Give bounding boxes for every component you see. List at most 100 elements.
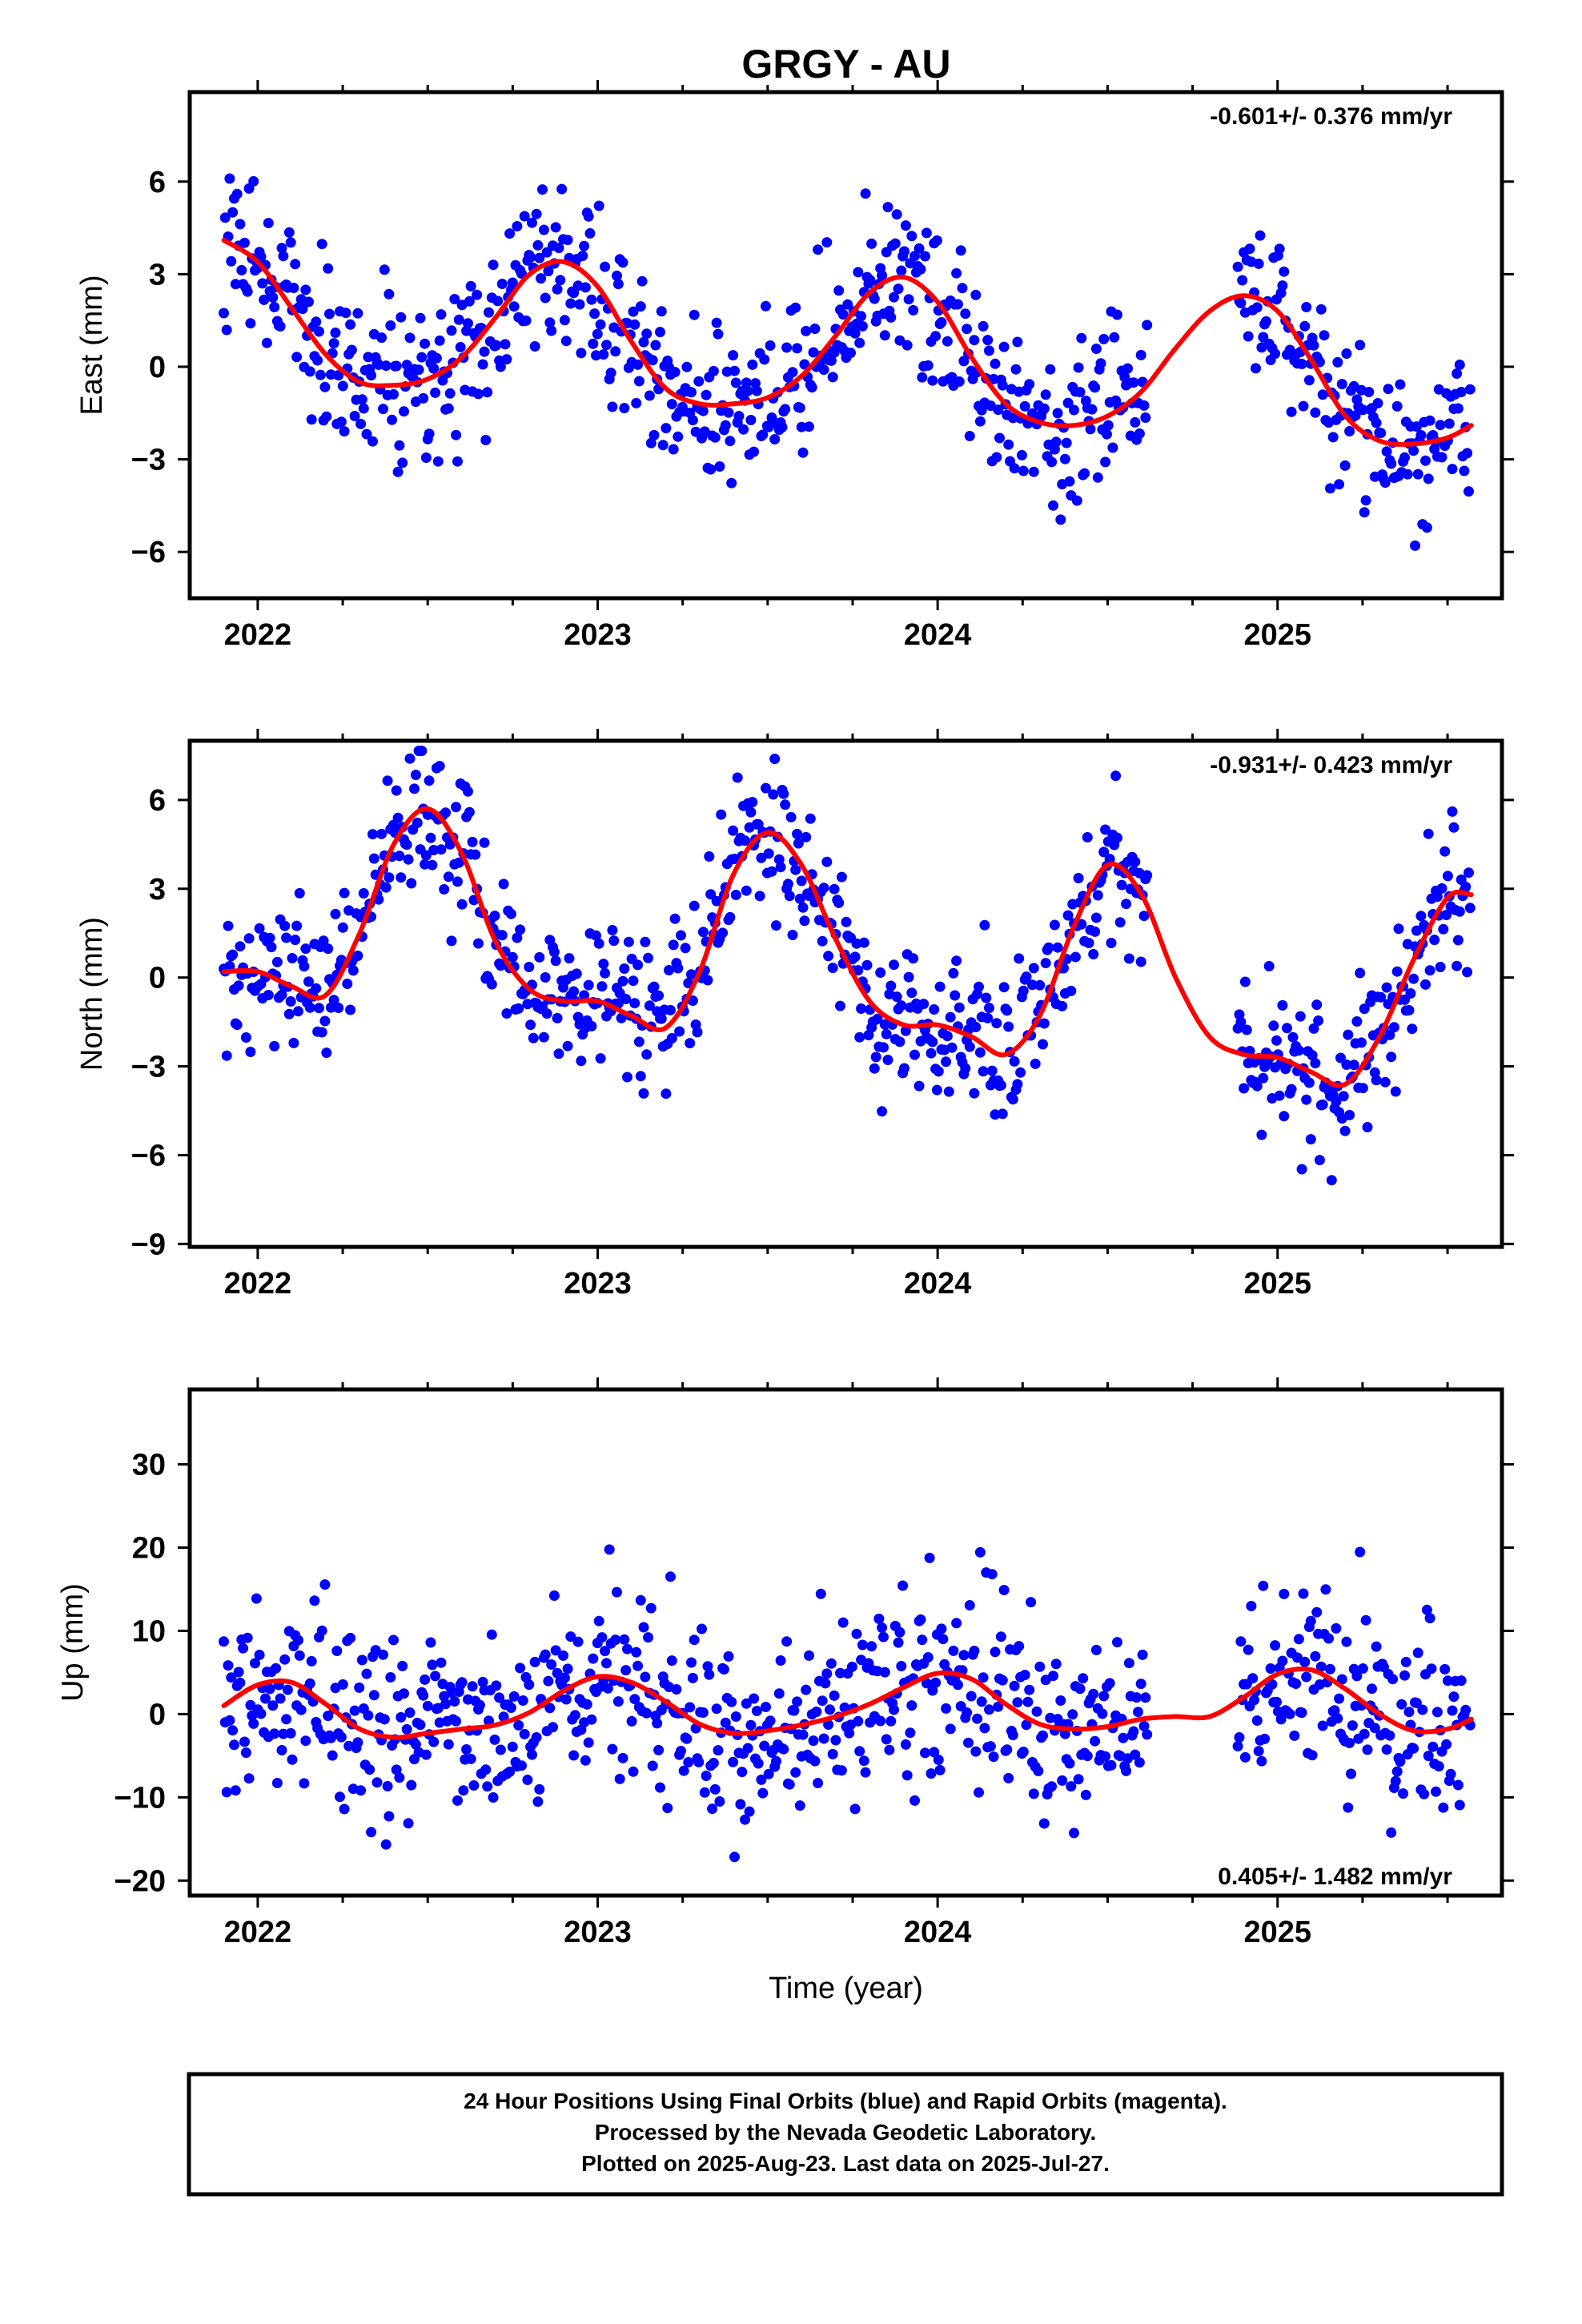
data-point [648, 429, 660, 440]
data-point [345, 319, 356, 330]
data-point [860, 188, 871, 199]
data-point [686, 387, 697, 398]
data-point [1438, 1802, 1449, 1813]
data-point [926, 1047, 937, 1059]
data-point [1270, 1640, 1281, 1651]
data-point [440, 1699, 452, 1710]
data-point [1291, 1679, 1302, 1689]
data-point [1331, 1096, 1342, 1107]
data-point [945, 1723, 956, 1735]
data-point [693, 1756, 705, 1767]
data-point [1121, 899, 1132, 910]
data-point [972, 1713, 983, 1724]
footer-frame [187, 2072, 1504, 2197]
data-point [453, 857, 464, 868]
data-point [990, 358, 1001, 369]
data-point [894, 1036, 905, 1047]
data-point [1082, 1751, 1093, 1762]
data-point [330, 328, 341, 338]
data-point [790, 1767, 801, 1778]
data-point [629, 998, 640, 1009]
data-point [565, 1631, 576, 1642]
data-point [725, 911, 736, 923]
data-point [781, 342, 793, 353]
data-point [406, 878, 417, 889]
data-point [1251, 1715, 1263, 1726]
data-point [1258, 1580, 1269, 1591]
data-point [486, 979, 497, 990]
data-point [998, 341, 1010, 352]
data-point [380, 1839, 391, 1850]
data-point [598, 959, 609, 970]
data-point [1359, 1728, 1370, 1739]
data-point [1452, 368, 1463, 379]
data-point [633, 1036, 644, 1047]
data-point [701, 389, 712, 400]
data-point [464, 296, 475, 307]
data-point [394, 440, 405, 451]
data-point [467, 1681, 478, 1692]
data-point [1038, 1018, 1050, 1029]
data-point [763, 848, 774, 859]
data-point [1301, 1094, 1312, 1105]
data-point [837, 1617, 849, 1628]
data-point [430, 387, 441, 398]
data-point [844, 1727, 855, 1739]
data-point [1244, 243, 1255, 255]
data-point [1026, 1597, 1037, 1608]
data-point [452, 876, 463, 887]
data-point [508, 1691, 520, 1702]
data-point [1445, 1768, 1456, 1779]
data-point [809, 1755, 821, 1767]
data-point [1344, 1738, 1355, 1748]
data-point [1314, 1155, 1325, 1166]
data-point [1286, 406, 1297, 417]
data-point [1351, 1016, 1363, 1027]
data-point [1246, 1601, 1257, 1611]
data-point [662, 1803, 673, 1814]
data-point [825, 1658, 837, 1669]
data-point [366, 370, 377, 381]
data-point [866, 238, 877, 249]
data-point [595, 319, 606, 330]
data-point [346, 344, 357, 356]
data-point [1350, 410, 1361, 421]
data-point [1279, 1111, 1290, 1122]
data-point [233, 1667, 244, 1678]
data-point [227, 207, 239, 218]
data-point [318, 935, 329, 947]
data-point [729, 1852, 740, 1863]
data-point [951, 955, 962, 967]
data-point [849, 328, 861, 339]
data-point [345, 1632, 356, 1643]
data-point [913, 243, 925, 254]
data-point [1311, 999, 1323, 1011]
data-point [1243, 1644, 1254, 1655]
data-point [380, 882, 391, 893]
data-point [1452, 935, 1464, 946]
data-point [997, 1108, 1008, 1120]
data-point [472, 289, 483, 300]
data-point [376, 332, 387, 344]
data-point [1303, 1077, 1315, 1088]
data-point [705, 889, 717, 900]
data-point [1311, 1606, 1323, 1618]
data-point [853, 1715, 864, 1727]
data-point [640, 1671, 651, 1683]
data-point [236, 264, 247, 275]
data-point [335, 416, 347, 428]
data-point [238, 1642, 249, 1654]
data-point [998, 1585, 1010, 1595]
data-point [906, 987, 917, 999]
data-point [1106, 1759, 1117, 1771]
data-point [1396, 1699, 1407, 1710]
data-point [1308, 1023, 1319, 1034]
data-point [1104, 1678, 1115, 1689]
data-point [702, 975, 713, 986]
data-point [525, 251, 536, 263]
data-point [1018, 465, 1029, 476]
data-point [747, 797, 758, 808]
data-point [686, 1657, 697, 1668]
data-point [254, 923, 265, 934]
data-point [416, 746, 428, 757]
